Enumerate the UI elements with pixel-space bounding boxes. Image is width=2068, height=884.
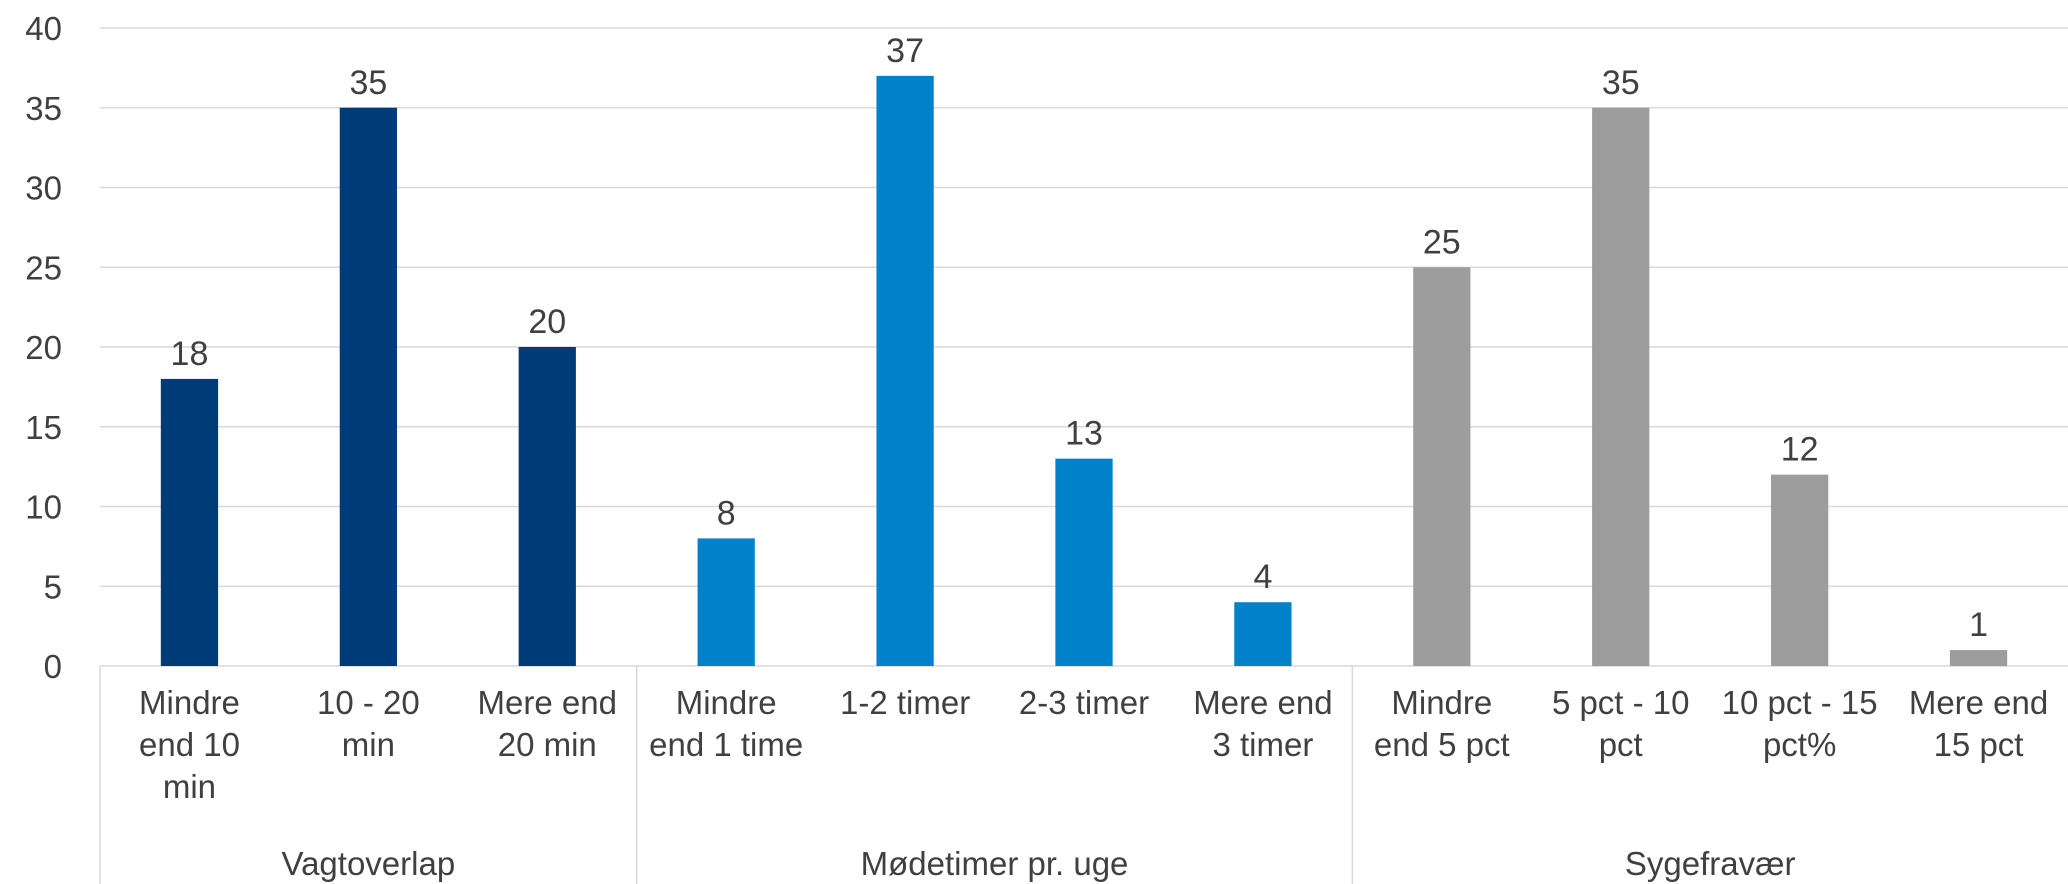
category-label-line: 10 - 20 (317, 684, 420, 721)
y-tick-label: 15 (25, 409, 62, 446)
category-label-line: min (342, 726, 395, 763)
data-label: 13 (1065, 415, 1103, 453)
bar (1234, 602, 1292, 666)
y-tick-label: 0 (44, 648, 62, 685)
y-tick-label: 35 (25, 90, 62, 127)
data-label: 25 (1423, 223, 1461, 261)
data-label: 4 (1253, 558, 1272, 596)
category-label-line: pct (1599, 726, 1643, 763)
category-label-line: end 5 pct (1374, 726, 1510, 763)
category-label-line: 3 timer (1212, 726, 1313, 763)
y-axis-ticks: 0 5 10 15 20 25 30 35 40 (25, 10, 62, 685)
category-label-line: 10 pct - 15 (1722, 684, 1878, 721)
bar (1592, 107, 1650, 666)
category-label: Mere end 15 pct (1909, 684, 2048, 763)
bar (1055, 458, 1113, 666)
category-label: Mere end 20 min (478, 684, 617, 763)
bar (339, 107, 397, 666)
y-tick-label: 40 (25, 10, 62, 47)
bar (1771, 474, 1829, 666)
data-label: 37 (886, 32, 924, 70)
data-labels: 18 35 20 8 37 13 4 25 35 12 1 (171, 32, 1988, 644)
category-label-line: end 1 time (649, 726, 803, 763)
category-label: Mindre end 1 time (649, 684, 803, 763)
y-tick-label: 10 (25, 489, 62, 526)
bar (876, 75, 934, 667)
y-tick-label: 5 (44, 568, 62, 605)
category-label-line: 15 pct (1934, 726, 2024, 763)
category-label: 10 - 20 min (317, 684, 420, 763)
bar (1949, 650, 2008, 666)
category-label-line: pct% (1763, 726, 1836, 763)
bar (697, 538, 755, 666)
category-label-line: 20 min (498, 726, 597, 763)
category-label: 2-3 timer (1019, 684, 1149, 721)
category-label-line: end 10 (139, 726, 240, 763)
category-label: Mere end 3 timer (1193, 684, 1332, 763)
category-label-line: Mere end (1193, 684, 1332, 721)
category-label: Mindre end 10 min (139, 684, 240, 805)
category-label-line: 5 pct - 10 (1552, 684, 1690, 721)
category-label-line: Mindre (1391, 684, 1492, 721)
category-label-line: Mere end (1909, 684, 2048, 721)
category-label-line: 2-3 timer (1019, 684, 1149, 721)
bar (160, 378, 219, 666)
group-label: Mødetimer pr. uge (861, 845, 1129, 882)
bar (1413, 267, 1471, 666)
data-label: 35 (349, 64, 387, 102)
category-label-line: Mindre (676, 684, 777, 721)
y-tick-label: 20 (25, 329, 62, 366)
category-label-line: min (163, 768, 216, 805)
y-tick-label: 30 (25, 170, 62, 207)
data-label: 18 (171, 335, 209, 373)
category-label-line: Mere end (478, 684, 617, 721)
group-label: Vagtoverlap (282, 845, 456, 882)
category-label-line: 1-2 timer (840, 684, 970, 721)
data-label: 1 (1969, 606, 1988, 644)
data-label: 12 (1781, 431, 1819, 469)
bars (160, 75, 2008, 667)
gridlines (100, 27, 2068, 587)
category-label: 10 pct - 15 pct% (1722, 684, 1878, 763)
data-label: 8 (717, 494, 736, 532)
group-labels: Vagtoverlap Mødetimer pr. uge Sygefravær (282, 845, 1796, 882)
category-label: 1-2 timer (840, 684, 970, 721)
y-tick-label: 25 (25, 249, 62, 286)
data-label: 20 (528, 303, 566, 341)
bar (518, 347, 576, 666)
group-label: Sygefravær (1625, 845, 1796, 882)
data-label: 35 (1602, 64, 1640, 102)
category-label-line: Mindre (139, 684, 240, 721)
category-label: Mindre end 5 pct (1374, 684, 1510, 763)
category-label: 5 pct - 10 pct (1552, 684, 1690, 763)
